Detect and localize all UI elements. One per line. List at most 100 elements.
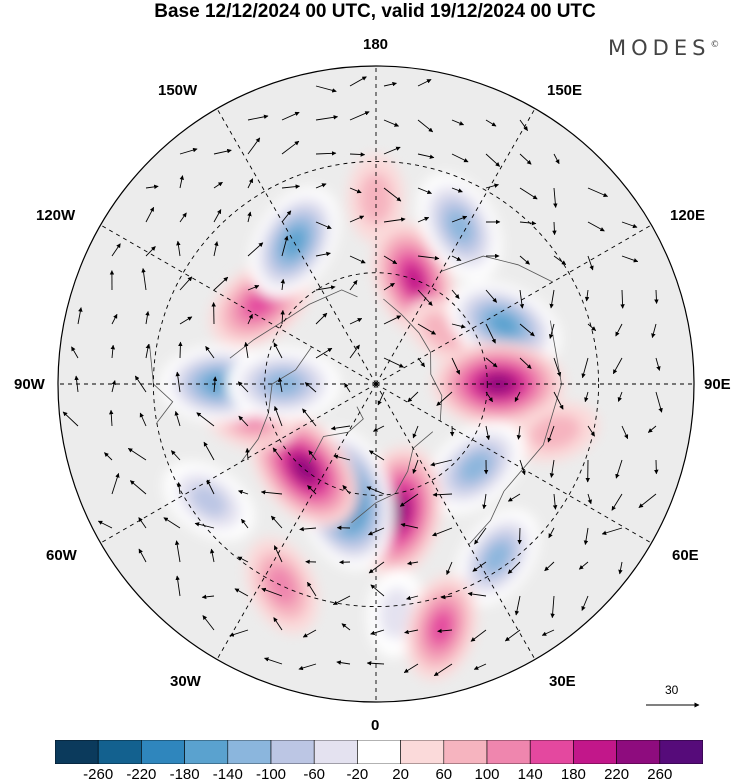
wind-vector <box>349 280 358 291</box>
wind-vector <box>553 357 562 377</box>
colorbar-bin <box>659 740 703 764</box>
anomaly-contour <box>266 566 297 606</box>
wind-vector <box>548 527 555 539</box>
coastline <box>440 255 553 283</box>
wind-vector <box>104 452 113 461</box>
wind-vector <box>519 187 538 200</box>
wind-vector <box>407 391 419 403</box>
latitude-circle <box>264 272 488 496</box>
colorbar-bin <box>313 740 358 764</box>
wind-vector <box>549 459 555 478</box>
wind-vector <box>206 479 215 495</box>
wind-vector <box>196 412 215 427</box>
wind-vector <box>238 489 249 495</box>
wind-vector <box>370 629 385 636</box>
wind-vector <box>281 235 289 257</box>
colorbar-tick-label: 100 <box>474 766 500 783</box>
wind-vector <box>467 591 487 597</box>
wind-vector <box>417 216 430 223</box>
coastline <box>240 346 313 463</box>
wind-vector <box>127 448 147 461</box>
wind-vector <box>548 323 555 339</box>
meridian-line <box>375 66 562 385</box>
wind-vector <box>519 220 537 226</box>
wind-vector <box>383 255 398 265</box>
wind-vector <box>174 410 181 427</box>
wind-vector <box>179 212 187 223</box>
wind-vector <box>553 391 564 410</box>
wind-vector <box>485 153 501 167</box>
wind-vector <box>451 153 469 163</box>
longitude-label-60w: 60W <box>46 547 77 564</box>
anomaly-contour <box>292 456 317 482</box>
wind-vector <box>179 175 184 189</box>
longitude-label-60e: 60E <box>672 547 699 564</box>
wind-vector <box>612 357 623 375</box>
wind-vector <box>243 341 249 359</box>
wind-vector <box>474 527 487 545</box>
wind-vector <box>304 382 317 393</box>
longitude-label-30w: 30W <box>170 673 201 690</box>
wind-vector <box>145 310 150 325</box>
wind-vector <box>618 561 623 575</box>
wind-vector <box>62 411 79 427</box>
colorbar-tick-label: -100 <box>255 766 287 783</box>
wind-vector <box>315 221 332 229</box>
colorbar-bin <box>357 740 401 764</box>
meridian-line <box>190 66 377 385</box>
meridian-line <box>375 383 562 702</box>
wind-vector <box>110 344 116 359</box>
wind-vector <box>517 527 522 545</box>
wind-vector <box>315 183 327 189</box>
colorbar-tick-label: 140 <box>517 766 543 783</box>
coastline <box>229 289 358 359</box>
wind-vector <box>272 447 283 461</box>
wind-vector <box>617 391 623 402</box>
wind-vector <box>349 152 366 157</box>
wind-vector <box>202 615 215 631</box>
wind-vector <box>234 588 249 597</box>
wind-vector <box>247 313 253 325</box>
wind-vector <box>451 255 462 261</box>
wind-vector <box>307 485 317 495</box>
wind-vector <box>412 425 419 439</box>
wind-vector <box>344 382 351 393</box>
wind-vector <box>482 493 487 510</box>
wind-vector <box>417 79 432 87</box>
wind-vector <box>372 425 385 432</box>
wind-vector <box>587 221 605 232</box>
coastline <box>149 344 174 423</box>
wind-vector <box>587 187 609 197</box>
wind-vector <box>273 545 283 563</box>
wind-vector <box>213 209 222 223</box>
wind-vector <box>383 217 406 223</box>
anomaly-contour <box>489 313 519 336</box>
wind-vector <box>145 206 155 223</box>
wind-vector <box>651 323 657 339</box>
wind-vector <box>237 381 249 393</box>
colorbar-tick-label: 20 <box>392 766 409 783</box>
wind-vector <box>302 629 317 638</box>
wind-vector <box>485 119 497 127</box>
wind-vector <box>315 85 337 93</box>
wind-vector <box>273 617 283 631</box>
wind-vector <box>237 556 249 563</box>
wind-vector <box>430 459 453 467</box>
wind-vector <box>451 187 463 193</box>
wind-vector <box>383 119 400 127</box>
latitude-circle <box>152 160 600 608</box>
wind-vector <box>549 289 555 309</box>
wind-vector <box>170 450 181 461</box>
wind-vector <box>417 323 436 335</box>
anomaly-contour <box>529 414 581 450</box>
wind-vector <box>407 560 419 566</box>
meridian-line <box>375 383 694 570</box>
wind-vector <box>621 255 639 263</box>
wind-vector <box>298 663 317 671</box>
wind-vector <box>553 187 558 208</box>
wind-vector <box>280 309 285 325</box>
wind-vector <box>368 561 385 574</box>
wind-vector <box>261 587 283 597</box>
wind-vector <box>138 548 147 563</box>
wind-vectors <box>62 76 663 677</box>
